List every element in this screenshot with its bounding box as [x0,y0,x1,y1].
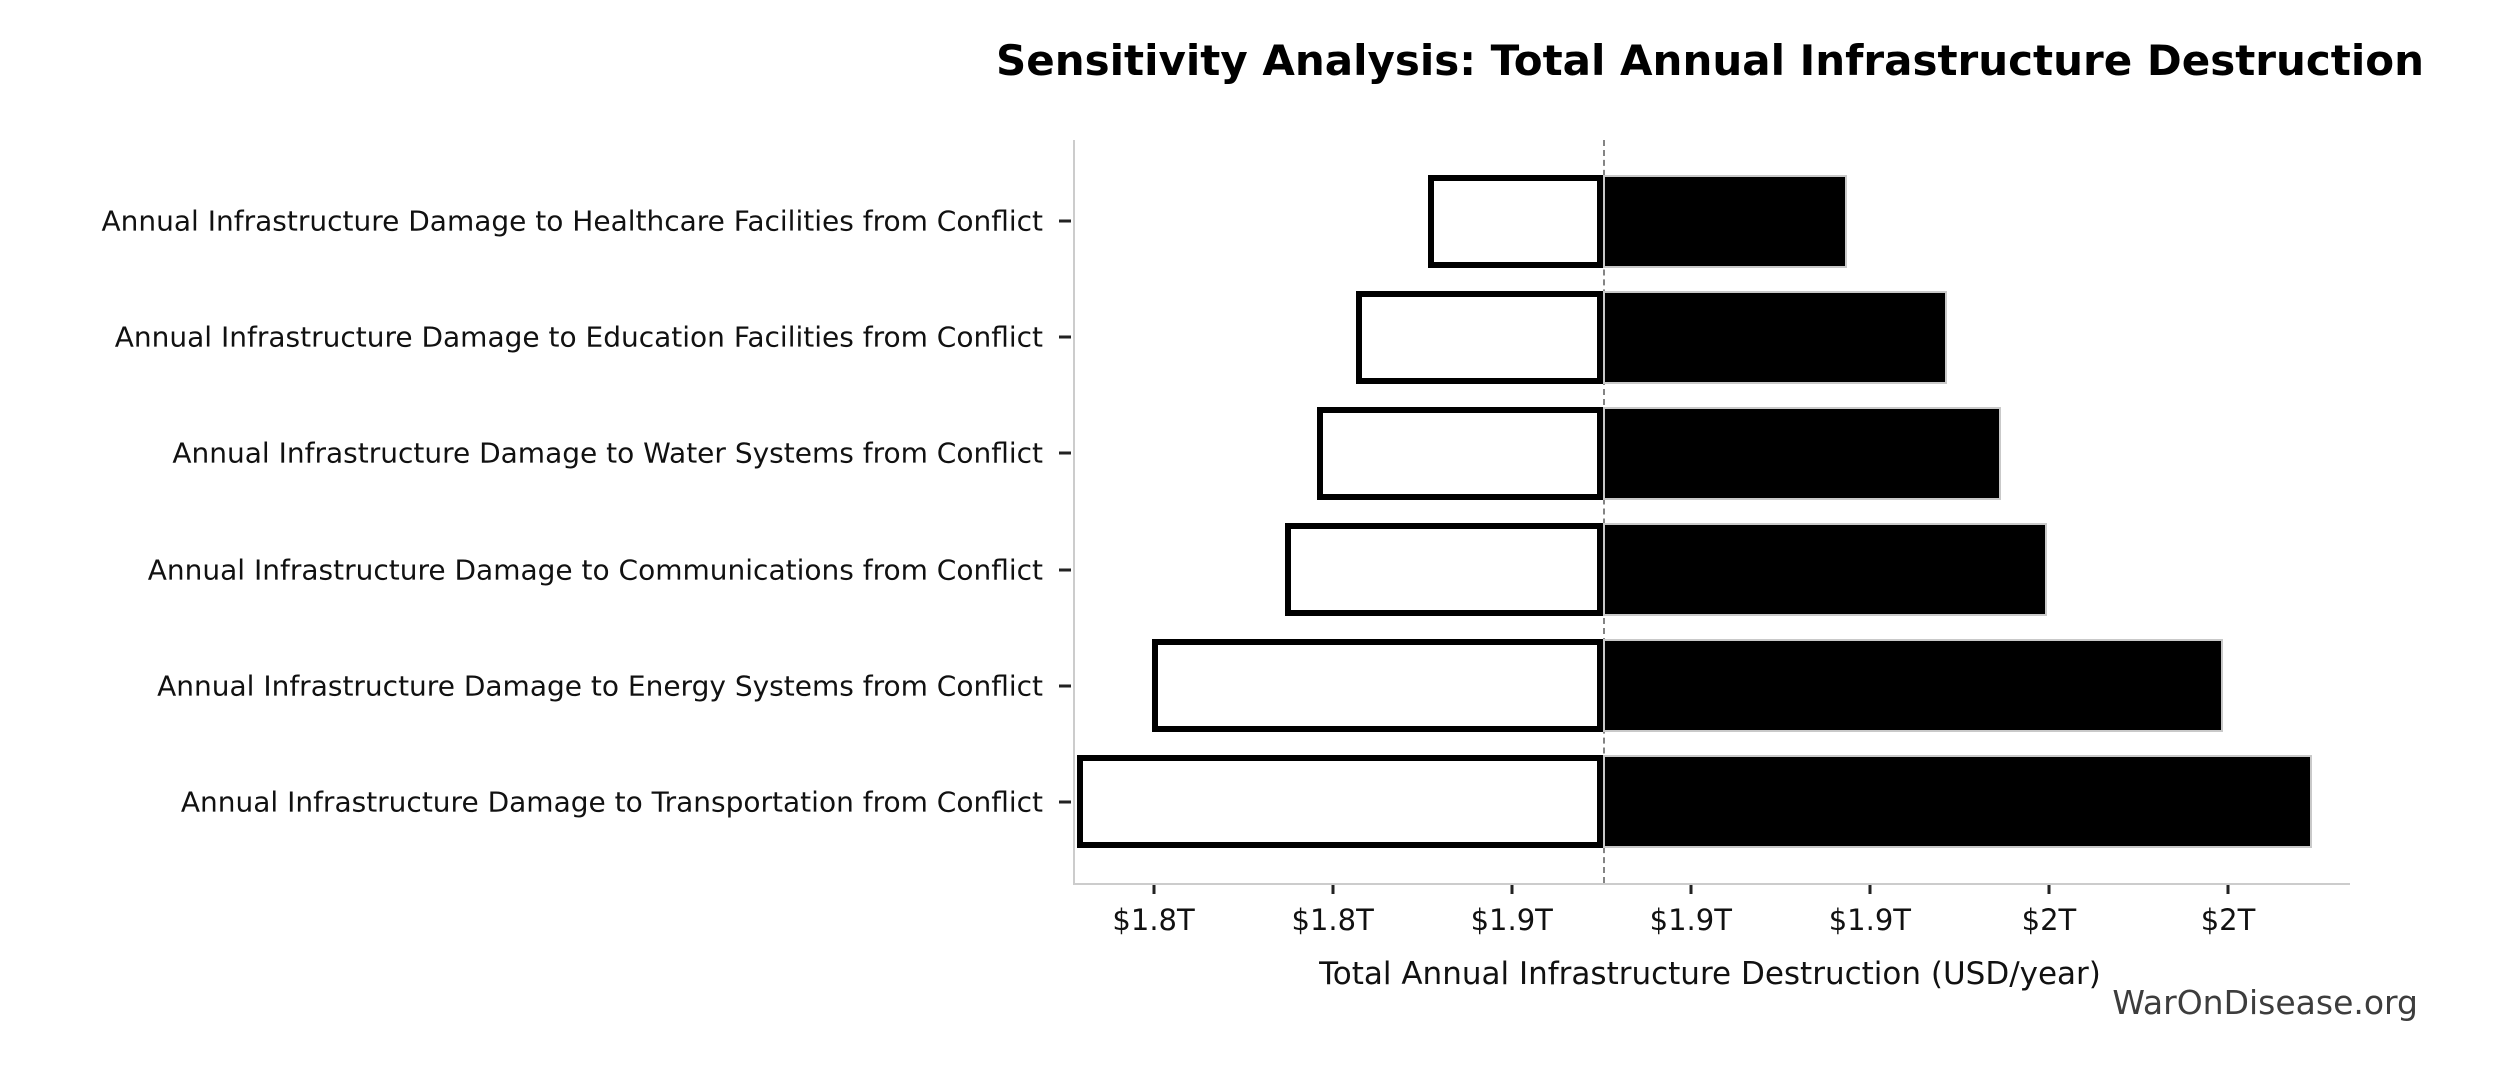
baseline-dashed-line [1603,140,1606,883]
high-bar [1603,290,1948,384]
x-tick-mark [1510,885,1514,894]
y-axis-category-label: Annual Infrastructure Damage to Educatio… [114,320,1043,354]
x-tick-label: $1.9T [1649,903,1732,937]
watermark: WarOnDisease.org [2112,983,2418,1022]
low-bar [1152,639,1604,733]
y-axis-category-label: Annual Infrastructure Damage to Communic… [147,553,1043,587]
high-bar [1603,755,2313,849]
y-axis-category-label: Annual Infrastructure Damage to Energy S… [157,669,1043,703]
low-bar [1316,406,1604,500]
x-tick-label: $1.9T [1470,903,1553,937]
x-tick-mark [1868,885,1872,894]
low-bar [1356,290,1604,384]
x-tick-label: $2T [2021,903,2077,937]
x-tick-label: $1.8T [1291,903,1374,937]
y-axis-category-label: Annual Infrastructure Damage to Healthca… [101,204,1044,238]
y-axis-category-label: Annual Infrastructure Damage to Transpor… [180,785,1043,819]
low-bar [1076,755,1604,849]
y-tick-mark [1059,335,1071,339]
x-tick-mark [2226,885,2230,894]
low-bar [1284,523,1604,617]
x-tick-label: $2T [2200,903,2256,937]
x-tick-mark [1152,885,1156,894]
x-axis-title: Total Annual Infrastructure Destruction … [1319,956,2101,992]
high-bar [1603,523,2048,617]
y-tick-mark [1059,451,1071,455]
high-bar [1603,406,2001,500]
y-tick-mark [1059,219,1071,223]
x-tick-mark [1689,885,1693,894]
chart-title: Sensitivity Analysis: Total Annual Infra… [995,36,2425,85]
y-axis-category-label: Annual Infrastructure Damage to Water Sy… [172,436,1043,470]
plot-area [1073,140,2350,885]
y-tick-mark [1059,568,1071,572]
x-tick-label: $1.9T [1828,903,1912,937]
x-tick-mark [2047,885,2051,894]
y-tick-mark [1059,800,1071,804]
low-bar [1427,174,1604,268]
high-bar [1603,174,1847,268]
high-bar [1603,639,2223,733]
x-tick-mark [1331,885,1335,894]
x-tick-label: $1.8T [1112,903,1195,937]
y-tick-mark [1059,684,1071,688]
